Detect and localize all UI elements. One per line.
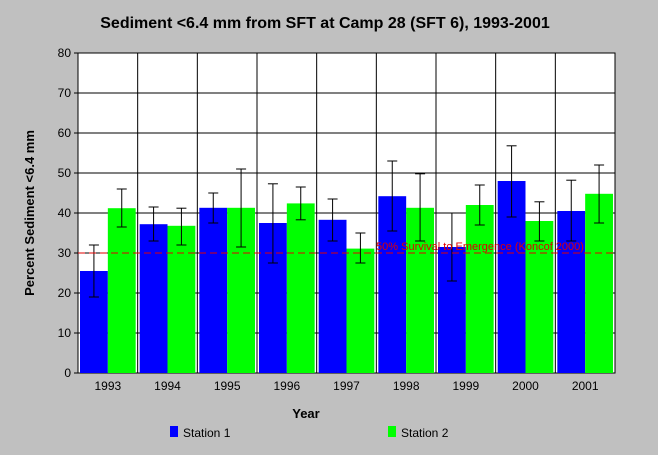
y-tick-label: 10 (58, 326, 72, 340)
x-tick-label: 2000 (512, 379, 539, 393)
bar-station-2-2001 (585, 193, 613, 373)
y-tick-label: 80 (58, 46, 72, 60)
bar-station-2-1993 (107, 208, 136, 373)
error-bar (208, 192, 219, 224)
y-tick-label: 40 (58, 206, 72, 220)
legend-swatch (170, 426, 178, 437)
y-tick-label: 50 (58, 166, 72, 180)
reference-line-group: 50% Survival to Emergence (Koncof 2000) (78, 241, 615, 254)
error-bar (415, 173, 426, 242)
bar-station-1-1994 (139, 224, 168, 373)
chart-title: Sediment <6.4 mm from SFT at Camp 28 (SF… (100, 15, 550, 32)
reference-line-label: 50% Survival to Emergence (Koncof 2000) (376, 241, 584, 253)
error-bar (267, 183, 278, 264)
error-bar (446, 212, 457, 282)
error-bar (534, 201, 545, 242)
error-bar (506, 145, 517, 218)
error-bar (148, 206, 159, 242)
bar-station-2-1997 (346, 248, 375, 373)
x-tick-label: 1997 (333, 379, 360, 393)
error-bar (566, 179, 577, 242)
y-tick-label: 30 (58, 246, 72, 260)
x-axis: 1993 1994 1995 1996 1997 1998 1999 2000 2001 (94, 379, 598, 393)
x-tick-label: 1993 (94, 379, 121, 393)
bar-station-2-2000 (525, 221, 554, 373)
bar-station-1-1995 (199, 207, 228, 373)
legend-label: Station 1 (183, 426, 231, 440)
error-bar (176, 207, 187, 246)
error-bars (88, 145, 605, 298)
y-axis-title: Percent Sediment <6.4 mm (22, 130, 37, 296)
y-tick-label: 20 (58, 286, 72, 300)
bar-station-1-1997 (318, 219, 347, 373)
x-tick-label: 1999 (452, 379, 479, 393)
x-tick-label: 1994 (154, 379, 181, 393)
x-tick-label: 2001 (572, 379, 599, 393)
x-tick-label: 1995 (214, 379, 241, 393)
error-bar (594, 164, 605, 224)
error-bar (88, 244, 99, 298)
legend-label: Station 2 (401, 426, 449, 440)
y-tick-label: 70 (58, 86, 72, 100)
error-bar (474, 184, 485, 226)
error-bar (236, 168, 247, 248)
error-bar (295, 186, 306, 221)
bar-station-2-1994 (167, 225, 196, 373)
bar-station-2-1999 (465, 205, 494, 373)
bar-station-2-1996 (286, 203, 315, 373)
x-tick-label: 1996 (273, 379, 300, 393)
y-tick-label: 60 (58, 126, 72, 140)
y-tick-label: 0 (64, 366, 71, 380)
x-tick-label: 1998 (393, 379, 420, 393)
legend-swatch (388, 426, 396, 437)
legend: Station 1 Station 2 (170, 426, 449, 440)
error-bar (387, 160, 398, 232)
legend-item-station-2: Station 2 (388, 426, 449, 440)
x-axis-title: Year (292, 406, 319, 421)
error-bar (116, 188, 127, 228)
error-bar (355, 232, 366, 264)
y-axis: 0 10 20 30 40 50 60 70 80 (58, 46, 78, 380)
error-bar (327, 198, 338, 242)
legend-item-station-1: Station 1 (170, 426, 231, 440)
